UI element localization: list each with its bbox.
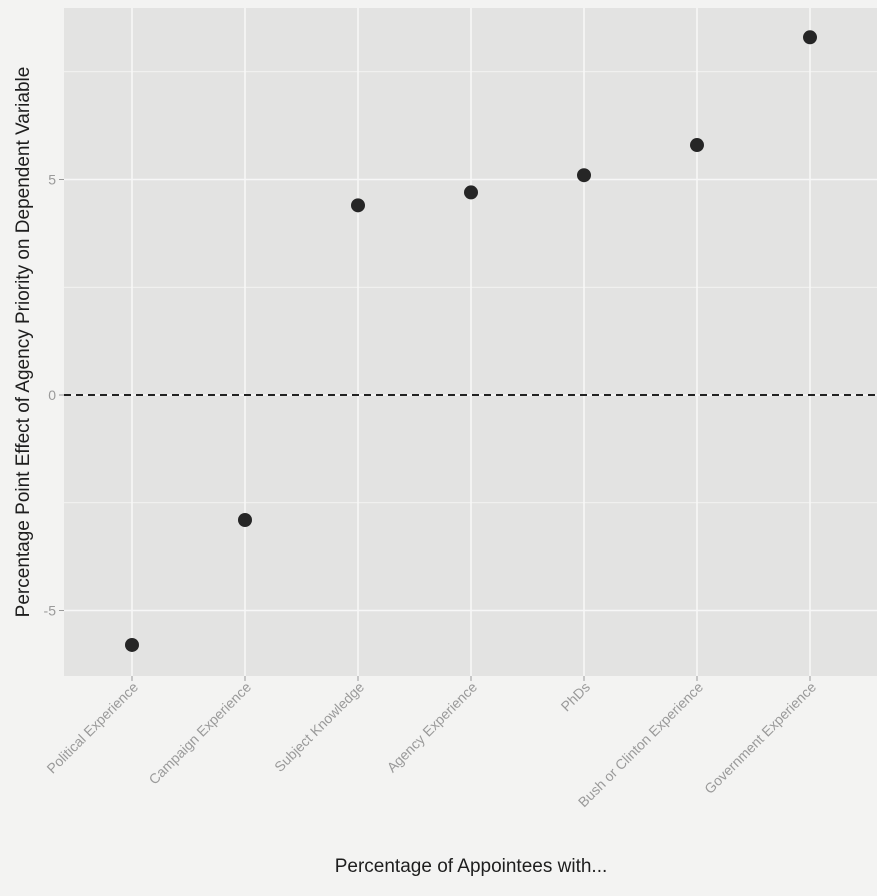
data-point xyxy=(351,198,365,213)
y-axis-ticks: -5 0 5 xyxy=(44,172,64,619)
y-axis-title: Percentage Point Effect of Agency Priori… xyxy=(13,67,34,618)
x-tick-label: Political Experience xyxy=(43,679,141,777)
data-point xyxy=(125,637,139,652)
x-tick-label: PhDs xyxy=(558,679,594,715)
y-tick-label: 0 xyxy=(48,387,56,403)
y-tick-label: 5 xyxy=(48,172,56,188)
x-tick-label: Bush or Clinton Experience xyxy=(575,679,706,810)
grid-lines xyxy=(64,8,877,676)
x-tick-label: Campaign Experience xyxy=(145,679,254,788)
x-tick-label: Agency Experience xyxy=(384,679,481,776)
data-points xyxy=(125,30,817,652)
data-point xyxy=(238,512,252,527)
x-axis-title: Percentage of Appointees with... xyxy=(335,856,608,877)
x-tick-label: Government Experience xyxy=(701,679,819,797)
data-point xyxy=(577,168,591,183)
y-tick-label: -5 xyxy=(44,603,57,619)
data-point xyxy=(690,138,704,153)
x-axis-ticks: Political Experience Campaign Experience S… xyxy=(43,676,819,810)
data-point xyxy=(803,30,817,45)
x-tick-label: Subject Knowledge xyxy=(271,679,367,775)
data-point xyxy=(464,185,478,200)
